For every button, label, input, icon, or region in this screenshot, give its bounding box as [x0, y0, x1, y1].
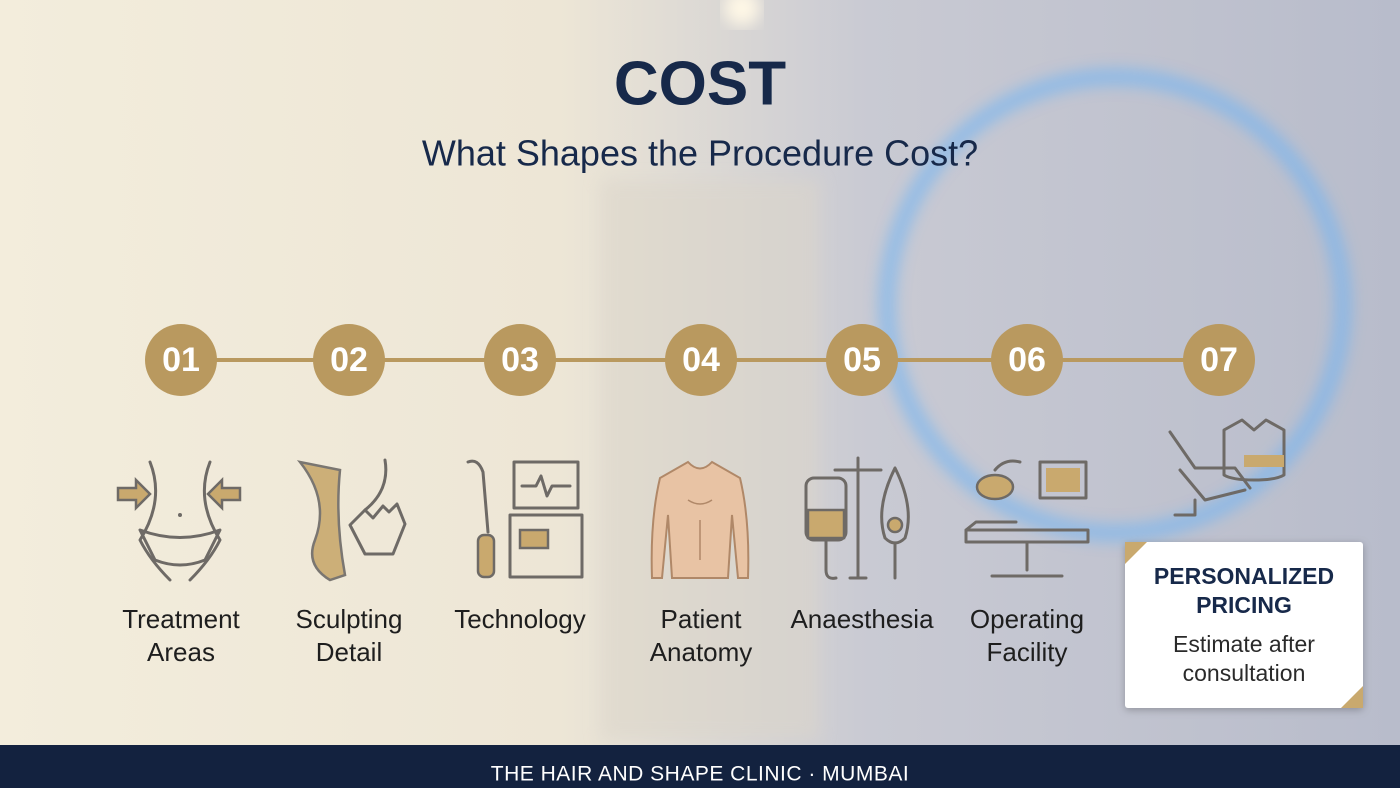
step-circle — [484, 324, 556, 396]
step-number: 05 — [843, 341, 881, 379]
card-text: Estimate after — [1173, 631, 1315, 657]
step-circle — [991, 324, 1063, 396]
card-box — [1125, 542, 1363, 708]
step-label: Facility — [987, 637, 1068, 667]
step-label: Anatomy — [650, 637, 753, 667]
step-circle — [313, 324, 385, 396]
step-label: Areas — [147, 637, 215, 667]
card-text: consultation — [1183, 660, 1306, 686]
step-number: 01 — [162, 341, 200, 379]
step-circle — [145, 324, 217, 396]
bg-ring — [880, 70, 1350, 540]
icon-chair-vest — [1168, 418, 1286, 517]
icon-treatment-areas — [116, 460, 242, 582]
step-number: 06 — [1008, 341, 1046, 379]
bg-light — [724, 0, 760, 26]
step-label: Operating — [970, 604, 1084, 634]
step-label: Sculpting — [296, 604, 403, 634]
card-title: PRICING — [1196, 592, 1292, 618]
bg-wall — [600, 180, 820, 740]
step-number: 02 — [330, 341, 368, 379]
step-circle — [826, 324, 898, 396]
icon-operating-facility — [964, 459, 1090, 578]
footer-text: THE HAIR AND SHAPE CLINIC · MUMBAI — [491, 763, 909, 786]
pricing-card: PERSONALIZED PRICING Estimate after cons… — [1125, 542, 1363, 708]
step-label: Anaesthesia — [790, 604, 934, 634]
step-number: 07 — [1200, 341, 1238, 379]
icon-technology — [466, 459, 584, 579]
step-label: Technology — [454, 604, 586, 634]
step-circle — [665, 324, 737, 396]
footer-bar — [0, 745, 1400, 788]
icon-anaesthesia — [804, 456, 910, 580]
step-number: 03 — [501, 341, 539, 379]
subtitle: What Shapes the Procedure Cost? — [422, 133, 978, 174]
card-title: PERSONALIZED — [1154, 563, 1334, 589]
step-label: Treatment — [122, 604, 240, 634]
step-label: Patient — [661, 604, 743, 634]
title: COST — [614, 49, 786, 118]
step-label: Detail — [316, 637, 382, 667]
step-circle — [1183, 324, 1255, 396]
icon-sculpting-detail — [296, 458, 407, 582]
step-number: 04 — [682, 341, 720, 379]
icon-patient-anatomy — [650, 460, 750, 579]
